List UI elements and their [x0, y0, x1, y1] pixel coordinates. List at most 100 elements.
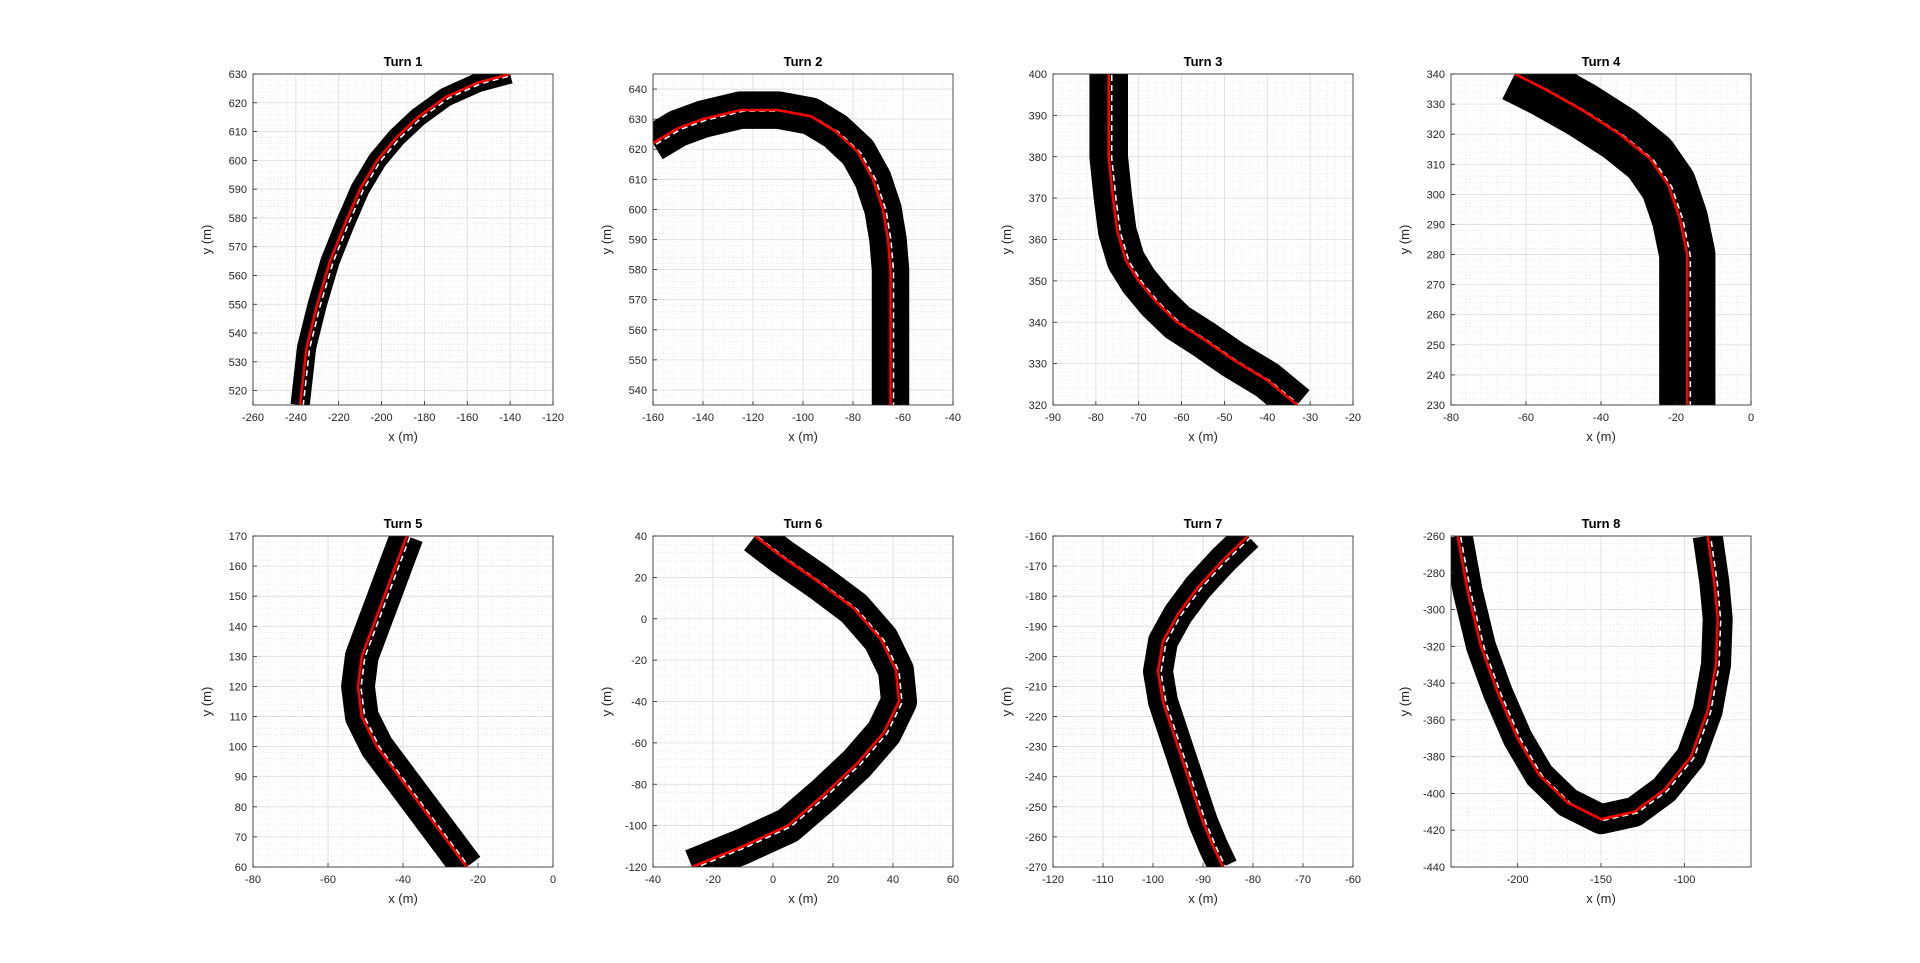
turn-1-reference-line: [302, 74, 514, 405]
turn-4-x-tick-label: -60: [1518, 412, 1534, 424]
turn-4-y-tick-label: 240: [1427, 370, 1445, 382]
turn-8-y-tick-label: -440: [1423, 862, 1445, 874]
turn-2-x-tick-label: -80: [845, 412, 861, 424]
turn-4-y-tick-label: 340: [1427, 69, 1445, 81]
turn-5-y-tick-label: 90: [235, 772, 247, 784]
turn-8-y-axis-label: y (m): [1397, 687, 1412, 717]
turn-3-series-group: [1089, 74, 1310, 405]
turn-2-title: Turn 2: [784, 54, 823, 69]
turn-2-x-tick-label: -100: [792, 412, 814, 424]
turn-4-x-axis-label: x (m): [1586, 429, 1616, 444]
turn-6-y-tick-label: 40: [635, 531, 647, 543]
turn-7-series-group: [1143, 536, 1259, 867]
turn-8-y-tick-label: -260: [1423, 531, 1445, 543]
turn-4-y-tick-label: 250: [1427, 340, 1445, 352]
turn-3-title: Turn 3: [1184, 54, 1223, 69]
turn-1-y-tick-label: 530: [229, 357, 247, 369]
turn-5-series-group: [341, 536, 481, 867]
turn-1-x-tick-label: -220: [328, 412, 350, 424]
turn-6-title: Turn 6: [784, 516, 823, 531]
turn-7-mean-line: [1156, 536, 1249, 867]
turn-5-y-tick-label: 120: [229, 681, 247, 693]
turn-4-x-tick-label: -40: [1593, 412, 1609, 424]
turn-7-y-tick-label: -180: [1025, 591, 1047, 603]
turn-8-reference-line: [1459, 536, 1722, 822]
turn-2-y-tick-label: 620: [629, 144, 647, 156]
subplot-turn-6: -40 -20 0 20 40 60 -120 -100 -80 -60 -40 -20 0 20 40 x …: [599, 516, 959, 906]
turn-2-x-tick-label: -120: [742, 412, 764, 424]
turn-2-series-group: [653, 91, 910, 405]
turn-7-y-tick-label: -160: [1025, 531, 1047, 543]
turn-4-y-axis-label: y (m): [1397, 225, 1412, 255]
turn-5-y-tick-label: 100: [229, 742, 247, 754]
subplot-turn-1: -260 -240 -220 -200 -180 -160 -140 -120 520 530 54…: [199, 54, 564, 444]
turn-8-title: Turn 8: [1582, 516, 1621, 531]
turn-7-y-axis-label: y (m): [999, 687, 1014, 717]
turn-5-y-tick-label: 60: [235, 862, 247, 874]
turn-6-y-axis-label: y (m): [599, 687, 614, 717]
turn-4-y-tick-label: 280: [1427, 250, 1445, 262]
turn-1-y-tick-label: 550: [229, 299, 247, 311]
turn-1-y-tick-label: 620: [229, 98, 247, 110]
turn-1-x-tick-label: -180: [413, 412, 435, 424]
turn-7-x-tick-label: -120: [1042, 874, 1064, 886]
turn-4-mean-line: [1514, 74, 1689, 405]
subplot-turn-2: -160 -140 -120 -100 -80 -60 -40 540 550 560 570 580…: [599, 54, 961, 444]
turn-3-y-tick-label: 340: [1029, 317, 1047, 329]
turn-3-x-tick-label: -20: [1345, 412, 1361, 424]
turn-3-y-tick-label: 330: [1029, 359, 1047, 371]
turn-3-x-tick-label: -90: [1045, 412, 1061, 424]
turn-7-y-tick-label: -260: [1025, 832, 1047, 844]
turn-8-y-tick-label: -420: [1423, 825, 1445, 837]
turn-4-x-tick-label: 0: [1748, 412, 1754, 424]
turn-6-y-tick-label: 0: [641, 614, 647, 626]
turn-3-y-tick-label: 390: [1029, 110, 1047, 122]
turn-7-x-tick-label: -80: [1245, 874, 1261, 886]
turn-8-y-tick-label: -380: [1423, 752, 1445, 764]
turn-5-y-tick-label: 140: [229, 621, 247, 633]
turn-5-mean-line: [356, 536, 468, 867]
turn-6-y-tick-label: -60: [631, 738, 647, 750]
turn-1-y-tick-label: 560: [229, 270, 247, 282]
turn-2-x-tick-label: -140: [692, 412, 714, 424]
turn-3-y-tick-label: 380: [1029, 152, 1047, 164]
turn-3-x-tick-label: -40: [1259, 412, 1275, 424]
turn-7-x-tick-label: -70: [1295, 874, 1311, 886]
turn-1-x-tick-label: -200: [371, 412, 393, 424]
subplot-turn-4: -80 -60 -40 -20 0 230 240 250 260 270 280 290 300 310…: [1397, 54, 1754, 444]
turn-7-x-tick-label: -110: [1092, 874, 1113, 886]
turn-2-x-tick-label: -40: [945, 412, 961, 424]
turn-8-x-tick-label: -100: [1673, 874, 1695, 886]
turn-5-x-axis-label: x (m): [388, 891, 418, 906]
turn-5-x-tick-label: 0: [550, 874, 556, 886]
turn-3-mean-line: [1107, 74, 1299, 405]
turn-5-y-tick-label: 130: [229, 651, 247, 663]
turn-8-x-tick-label: -150: [1590, 874, 1612, 886]
turn-2-y-axis-label: y (m): [599, 225, 614, 255]
turn-8-y-tick-label: -400: [1423, 788, 1445, 800]
turn-6-x-tick-label: 60: [947, 874, 959, 886]
turn-8-y-tick-label: -280: [1423, 568, 1445, 580]
turn-5-y-tick-label: 80: [235, 802, 247, 814]
turn-4-y-tick-label: 310: [1427, 159, 1445, 171]
turn-6-y-tick-label: 20: [635, 572, 647, 584]
turn-4-series-group: [1502, 74, 1716, 405]
turn-1-x-tick-label: -160: [456, 412, 478, 424]
subplot-turn-3: -90 -80 -70 -60 -50 -40 -30 -20 320 330 340 350 360 3…: [999, 54, 1361, 444]
turn-4-x-tick-label: -20: [1668, 412, 1684, 424]
turn-4-x-tick-label: -80: [1443, 412, 1459, 424]
turn-2-x-tick-label: -60: [895, 412, 911, 424]
turn-3-x-tick-label: -80: [1088, 412, 1104, 424]
turn-8-y-tick-label: -340: [1423, 678, 1445, 690]
turn-8-y-tick-label: -320: [1423, 641, 1445, 653]
turn-5-x-tick-label: -60: [320, 874, 336, 886]
turn-6-grid: [652, 535, 954, 868]
turn-4-y-tick-label: 260: [1427, 310, 1445, 322]
turn-6-x-tick-label: 40: [887, 874, 899, 886]
turn-4-y-tick-label: 290: [1427, 219, 1445, 231]
turn-6-x-axis-label: x (m): [788, 891, 818, 906]
turn-4-y-tick-label: 320: [1427, 129, 1445, 141]
turn-6-y-tick-label: -80: [631, 779, 647, 791]
turn-2-reference-line: [655, 110, 895, 405]
turn-4-reference-line: [1517, 74, 1692, 405]
